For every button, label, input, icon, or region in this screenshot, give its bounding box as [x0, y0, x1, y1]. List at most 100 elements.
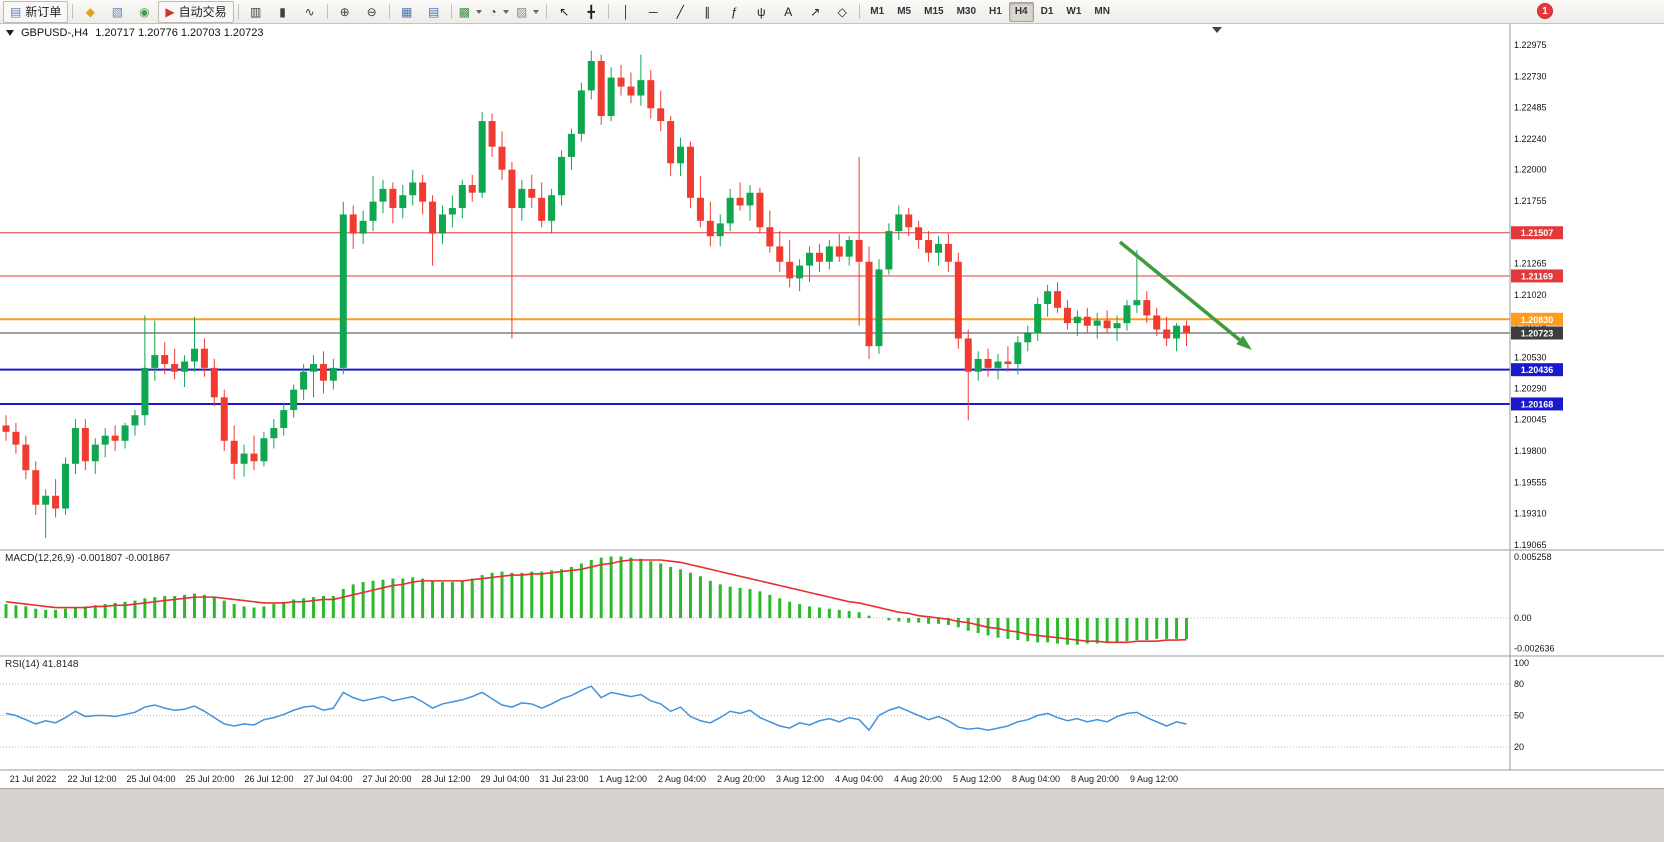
- templates-icon: ▨: [515, 4, 528, 19]
- timeframe-mn[interactable]: MN: [1094, 6, 1110, 17]
- time-axis-label: 26 Jul 12:00: [244, 774, 293, 784]
- periods-icon: ◔: [489, 4, 497, 19]
- svg-text:1.21020: 1.21020: [1514, 290, 1547, 300]
- profiles-button[interactable]: ▧: [104, 1, 130, 23]
- metaquotes-button[interactable]: ◆: [77, 1, 103, 23]
- timeframe-w1[interactable]: W1: [1066, 6, 1082, 17]
- line-chart-button[interactable]: ∿: [297, 1, 323, 23]
- macd-signal-line: [5, 559, 1187, 644]
- crosshair-button[interactable]: ╋: [578, 1, 604, 23]
- zoom-in-button[interactable]: ⊕: [332, 1, 358, 23]
- trendline-button[interactable]: ╱: [667, 1, 693, 23]
- time-axis-label: 27 Jul 04:00: [303, 774, 352, 784]
- chart-ohlc-values: 1.20717 1.20776 1.20703 1.20723: [95, 27, 264, 39]
- svg-text:1.20830: 1.20830: [1521, 315, 1554, 325]
- new-order-button[interactable]: ▤ 新订单: [3, 0, 69, 23]
- svg-text:1.20723: 1.20723: [1521, 328, 1554, 338]
- arrows-button[interactable]: ↗: [802, 1, 828, 23]
- timeframe-h1[interactable]: H1: [989, 6, 1002, 17]
- time-axis-label: 28 Jul 12:00: [421, 774, 470, 784]
- time-axis-label: 8 Aug 20:00: [1071, 774, 1119, 784]
- time-axis-label: 29 Jul 04:00: [480, 774, 529, 784]
- profiles-icon: ▧: [111, 4, 124, 19]
- vertical-line-button[interactable]: │: [613, 1, 639, 23]
- timeframe-m30[interactable]: M30: [956, 6, 977, 17]
- periods-button[interactable]: ◔: [486, 1, 512, 23]
- time-axis-label: 22 Jul 12:00: [67, 774, 116, 784]
- time-axis-label: 2 Aug 20:00: [717, 774, 765, 784]
- price-line-tag[interactable]: 1.20830: [1511, 312, 1563, 326]
- channel-button[interactable]: ∥: [694, 1, 720, 23]
- time-axis-label: 25 Jul 20:00: [185, 774, 234, 784]
- time-axis-label: 3 Aug 12:00: [776, 774, 824, 784]
- pitchfork-button[interactable]: ψ: [748, 1, 774, 23]
- tile-windows-button[interactable]: ▦: [394, 1, 420, 23]
- time-axis-label: 21 Jul 2022: [10, 774, 57, 784]
- chart-symbol-period: GBPUSD-,H4: [21, 27, 89, 39]
- timeframe-m1[interactable]: M1: [870, 6, 885, 17]
- price-line-tag[interactable]: 1.20436: [1511, 363, 1563, 377]
- timeframe-m15[interactable]: M15: [924, 6, 944, 17]
- svg-text:1.22975: 1.22975: [1514, 40, 1547, 50]
- candlestick-chart-button[interactable]: ▮: [270, 1, 296, 23]
- fibonacci-button[interactable]: ƒ: [721, 1, 747, 23]
- crosshair-icon: ╋: [587, 4, 595, 19]
- new-order-button-label: 新订单: [25, 5, 62, 19]
- notification-badge[interactable]: 1: [1537, 3, 1553, 19]
- rsi-panel: 100 80 50 20: [0, 658, 1529, 752]
- text-icon: A: [784, 4, 793, 19]
- dropdown-caret-icon: [533, 9, 540, 14]
- toolbar-separator: [546, 4, 548, 19]
- price-line-tag[interactable]: 1.21507: [1511, 226, 1563, 240]
- metaquotes-icon: ◆: [85, 4, 95, 19]
- templates-button[interactable]: ▨: [513, 1, 542, 23]
- dropdown-caret-icon: [475, 9, 482, 14]
- svg-text:1.21755: 1.21755: [1514, 196, 1547, 206]
- chart-canvas[interactable]: 1.22975 1.22730 1.22485 1.22240 1.22000 1.217…: [0, 24, 1664, 788]
- line-chart-icon: ∿: [304, 4, 315, 19]
- autotrading-button[interactable]: ▶ 自动交易: [158, 0, 234, 23]
- arrange-windows-button[interactable]: ▤: [421, 1, 447, 23]
- shapes-button[interactable]: ◇: [829, 1, 855, 23]
- toolbar-separator: [326, 4, 328, 19]
- time-axis[interactable]: 21 Jul 2022 22 Jul 12:00 25 Jul 04:00 25 Ju…: [10, 774, 1178, 784]
- toolbar-separator: [450, 4, 452, 19]
- one-click-trading-toggle[interactable]: [6, 30, 14, 36]
- horizontal-line-button[interactable]: ─: [640, 1, 666, 23]
- zoom-out-button[interactable]: ⊖: [359, 1, 385, 23]
- panel-separators[interactable]: [0, 24, 1664, 771]
- trend-arrow-annotation[interactable]: [1118, 240, 1252, 350]
- scroll-position-marker-icon[interactable]: [1212, 27, 1222, 33]
- data-window-button[interactable]: ◉: [131, 1, 157, 23]
- svg-text:1.20045: 1.20045: [1514, 415, 1547, 425]
- svg-text:1.19555: 1.19555: [1514, 477, 1547, 487]
- candles-layer: [2, 50, 1190, 538]
- bar-chart-button[interactable]: ▥: [243, 1, 269, 23]
- price-line-tag[interactable]: 1.20168: [1511, 397, 1563, 411]
- new-chart-button[interactable]: ▩: [456, 1, 485, 23]
- price-line-tag[interactable]: 1.21169: [1511, 269, 1563, 283]
- autotrading-icon: ▶: [165, 4, 175, 19]
- timeframe-d1[interactable]: D1: [1040, 6, 1054, 17]
- svg-text:1.20530: 1.20530: [1514, 353, 1547, 363]
- price-axis[interactable]: 1.22975 1.22730 1.22485 1.22240 1.22000 1.217…: [1511, 40, 1563, 550]
- cursor-button[interactable]: ↖: [551, 1, 577, 23]
- timeframe-h4[interactable]: H4: [1008, 1, 1034, 22]
- arrange-windows-icon: ▤: [427, 4, 440, 19]
- macd-indicator-label: MACD(12,26,9) -0.001807 -0.001867: [5, 553, 171, 564]
- svg-text:1.21507: 1.21507: [1521, 228, 1554, 238]
- time-axis-label: 4 Aug 04:00: [835, 774, 883, 784]
- svg-text:1.22485: 1.22485: [1514, 103, 1547, 113]
- timeframe-m5[interactable]: M5: [897, 6, 912, 17]
- time-axis-label: 8 Aug 04:00: [1012, 774, 1060, 784]
- svg-text:1.19310: 1.19310: [1514, 509, 1547, 519]
- svg-text:1.20290: 1.20290: [1514, 383, 1547, 393]
- text-label-button[interactable]: A: [775, 1, 801, 23]
- svg-text:50: 50: [1514, 711, 1524, 721]
- toolbar-separator: [388, 4, 390, 19]
- main-toolbar: ▤ 新订单 ◆ ▧ ◉ ▶ 自动交易 ▥ ▮ ∿ ⊕ ⊖ ▦ ▤ ▩ ◔ ▨ ↖ ╋ │ ─ ╱ ∥ ƒ ψ A ↗ ◇ M1 M5 M15…: [0, 0, 1664, 24]
- svg-text:0.00: 0.00: [1514, 613, 1532, 623]
- price-line-tag[interactable]: 1.20723: [1511, 326, 1563, 340]
- horizontal-lines-layer[interactable]: [0, 232, 1510, 405]
- zoom-out-icon: ⊖: [366, 4, 377, 19]
